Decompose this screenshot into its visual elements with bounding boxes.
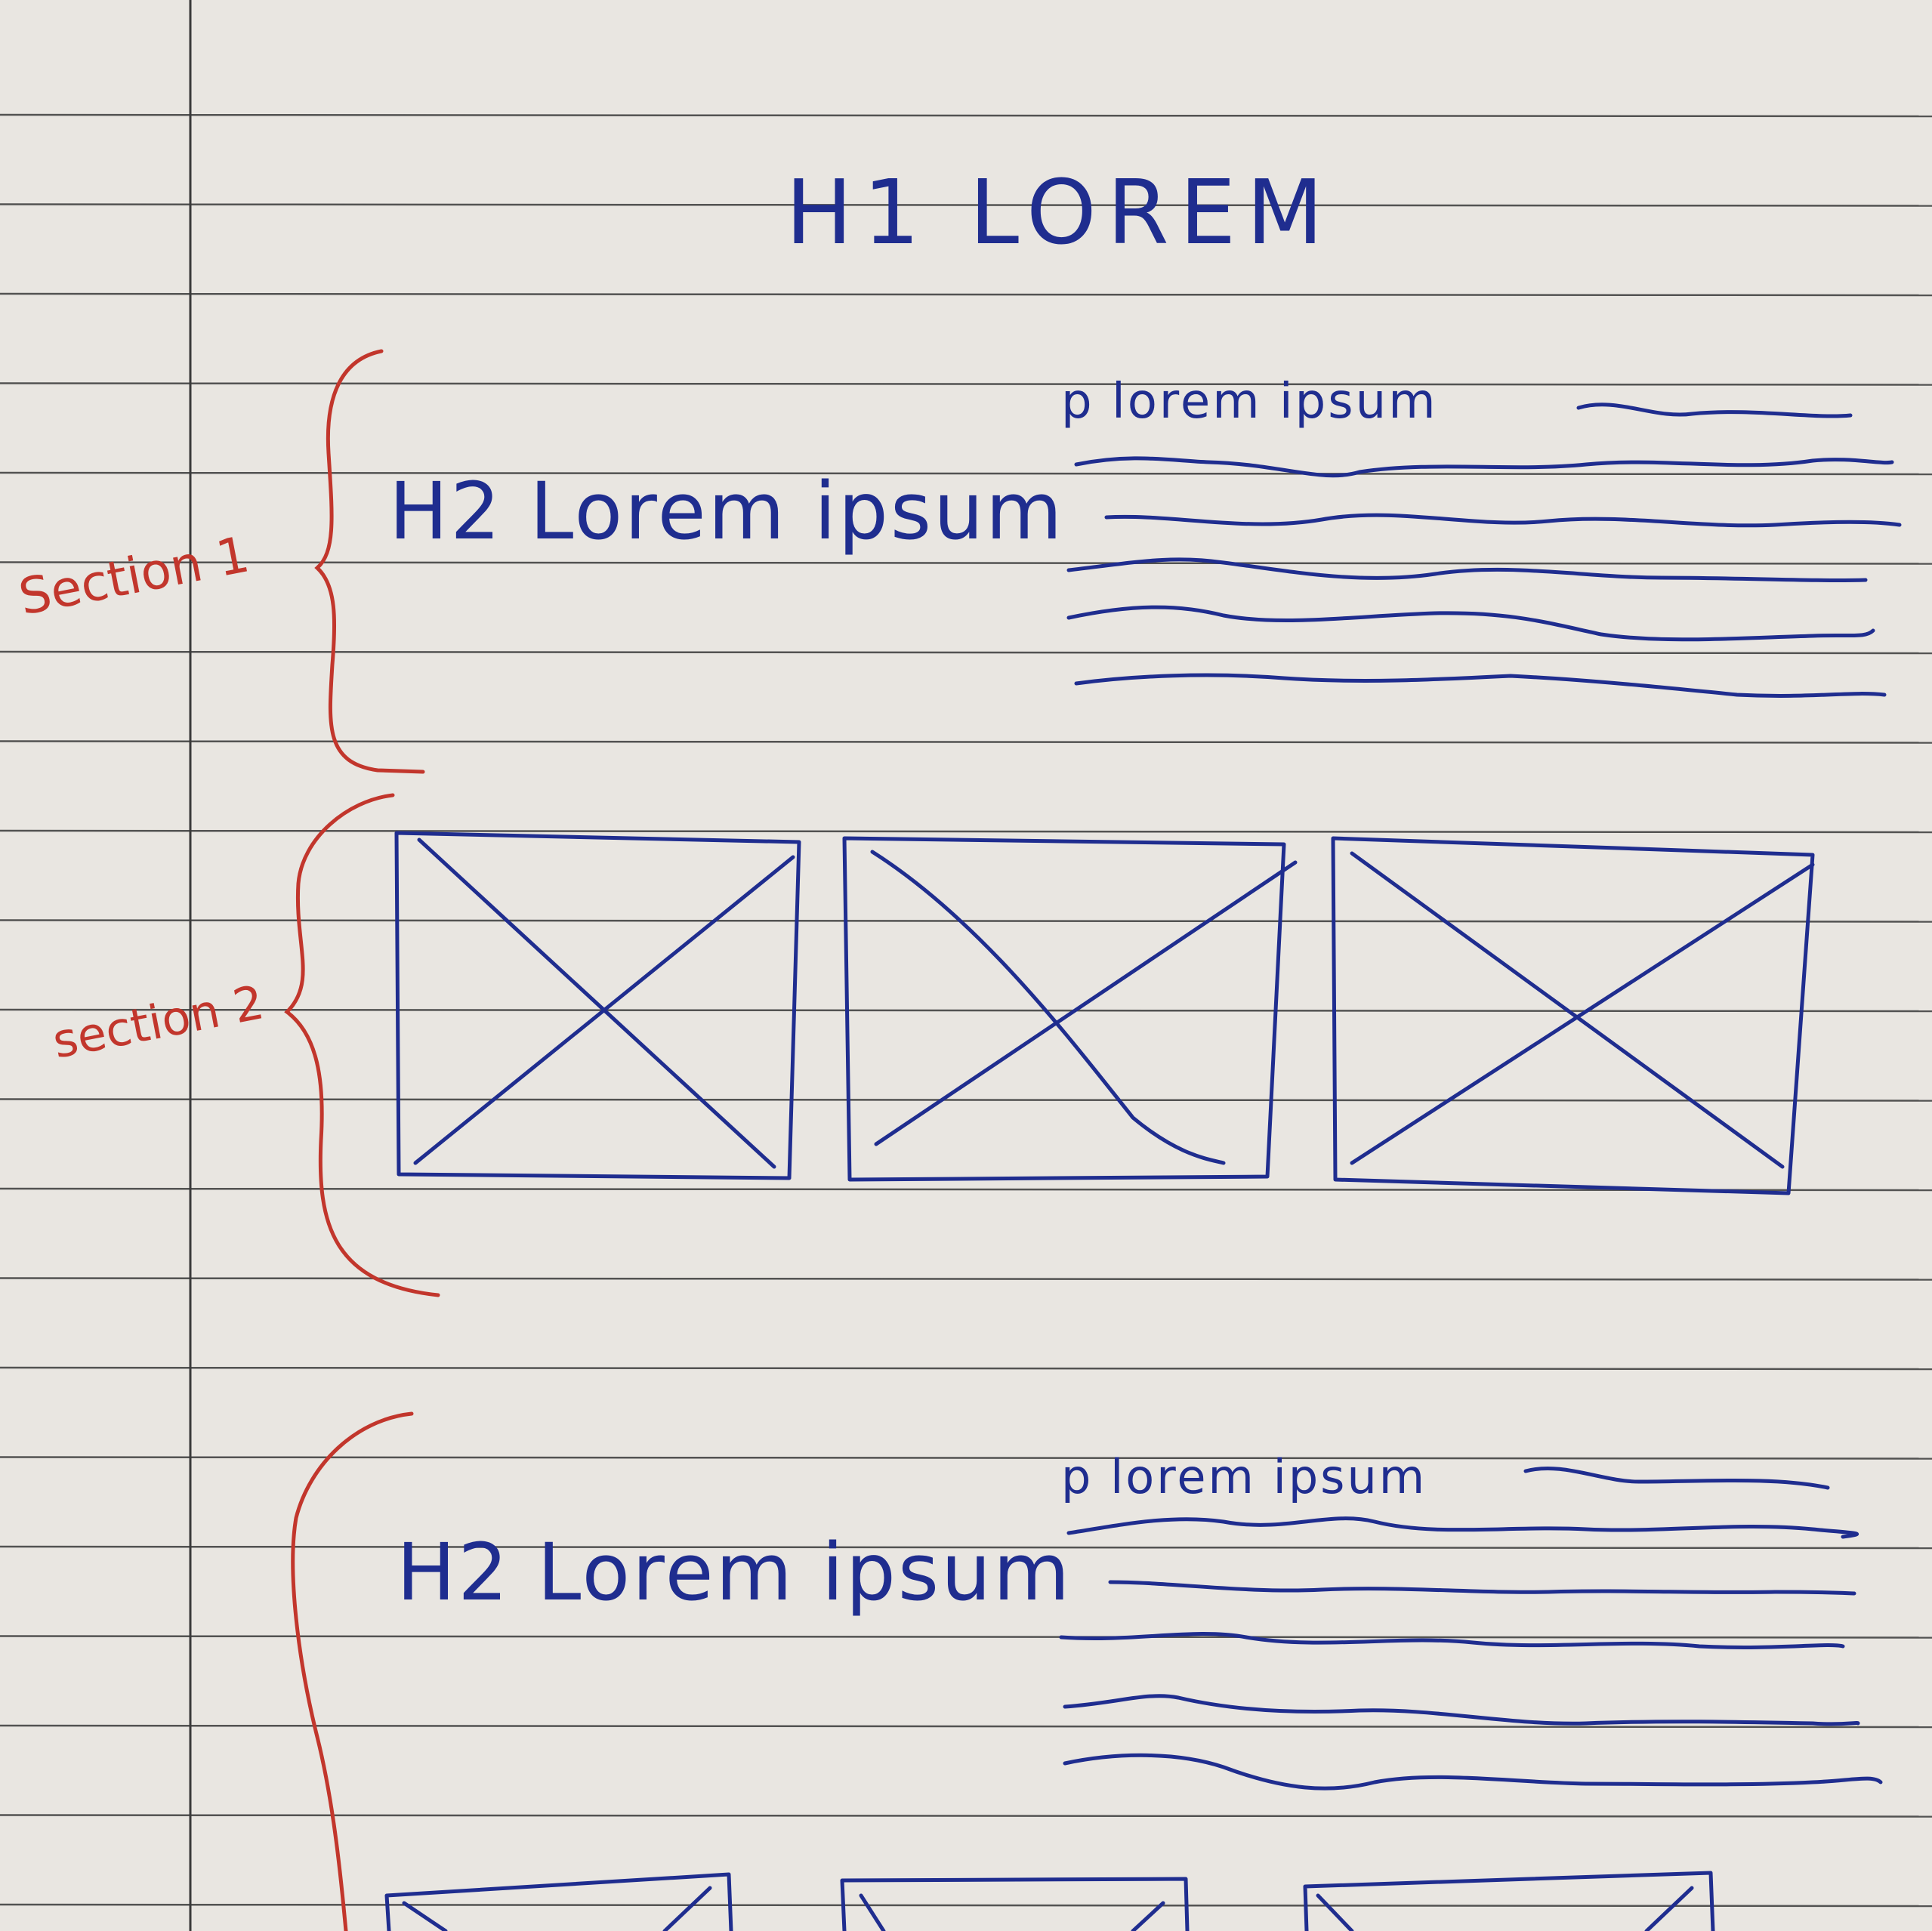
image-placeholder-4 xyxy=(384,1872,733,1931)
image-placeholder-2 xyxy=(842,836,1298,1182)
image-placeholder-3 xyxy=(1331,836,1815,1195)
ruled-line xyxy=(0,1635,1932,1639)
section-3-brace xyxy=(291,1411,414,1931)
page-title: H1 LOREM xyxy=(785,160,1335,264)
image-placeholder-6 xyxy=(1303,1871,1715,1931)
image-placeholder-5 xyxy=(840,1877,1190,1931)
ruled-line xyxy=(0,203,1932,207)
ruled-line xyxy=(0,650,1932,655)
section-3-heading: H2 Lorem ipsum xyxy=(397,1526,1072,1618)
ruled-line xyxy=(0,471,1932,476)
ruled-line xyxy=(0,1098,1932,1102)
ruled-line xyxy=(0,1366,1932,1371)
ruled-line xyxy=(0,1008,1932,1013)
ruled-line xyxy=(0,1277,1932,1281)
section-3-paragraph: p lorem ipsum xyxy=(1061,1449,1427,1504)
ruled-line xyxy=(0,1545,1932,1550)
ruled-line xyxy=(0,1456,1932,1460)
ruled-line xyxy=(0,740,1932,744)
ruled-line xyxy=(0,561,1932,565)
image-placeholder-1 xyxy=(394,831,801,1180)
ruled-line xyxy=(0,382,1932,386)
section-1-paragraph-lines xyxy=(1066,403,1902,698)
section-1-brace xyxy=(314,349,425,774)
ruled-line xyxy=(0,1814,1932,1818)
ruled-line xyxy=(0,919,1932,923)
ruled-line xyxy=(0,829,1932,834)
ruled-line xyxy=(0,292,1932,297)
section-2-brace xyxy=(284,793,440,1297)
section-1-paragraph: p lorem ipsum xyxy=(1061,374,1438,430)
ruled-line xyxy=(0,1724,1932,1729)
section-3-paragraph-lines xyxy=(1059,1467,1883,1791)
ruled-line xyxy=(0,1903,1932,1908)
section-1-heading: H2 Lorem ipsum xyxy=(389,465,1065,557)
ruled-line xyxy=(0,113,1932,118)
